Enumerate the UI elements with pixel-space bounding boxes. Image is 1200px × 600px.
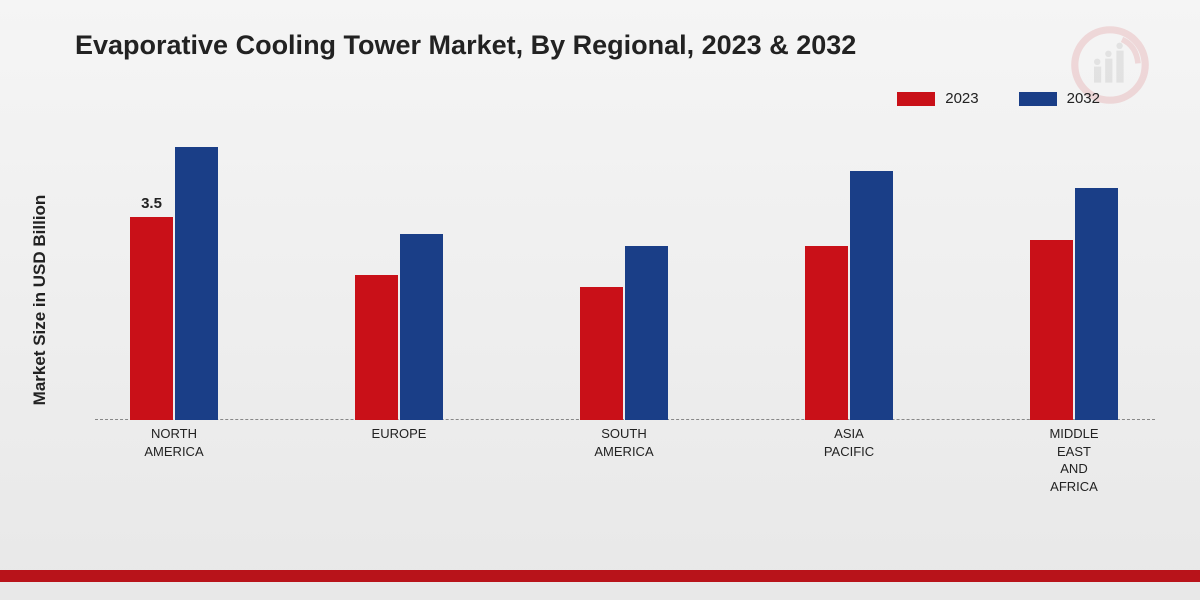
bar-na-2032 — [175, 147, 218, 420]
y-axis-label: Market Size in USD Billion — [30, 195, 50, 406]
x-axis-labels: NORTH AMERICA EUROPE SOUTH AMERICA ASIA PAC… — [95, 425, 1155, 495]
bar-sa-2032 — [625, 246, 668, 420]
bar-group-eu — [355, 234, 443, 420]
bar-group-na: 3.5 — [130, 147, 218, 420]
legend-item-2032: 2032 — [1019, 90, 1100, 107]
bar-na-2023: 3.5 — [130, 217, 173, 420]
bar-group-ap — [805, 171, 893, 420]
legend-swatch-2032 — [1019, 92, 1057, 106]
x-label-me: MIDDLE EAST AND AFRICA — [1049, 425, 1098, 495]
x-label-sa: SOUTH AMERICA — [594, 425, 653, 460]
bar-eu-2032 — [400, 234, 443, 420]
footer-accent-bar — [0, 570, 1200, 582]
bar-group-me — [1030, 188, 1118, 420]
bar-sa-2023 — [580, 287, 623, 420]
bar-value-label: 3.5 — [141, 195, 162, 212]
legend-item-2023: 2023 — [897, 90, 978, 107]
legend-swatch-2023 — [897, 92, 935, 106]
legend-label-2023: 2023 — [945, 90, 978, 107]
bar-me-2032 — [1075, 188, 1118, 420]
x-label-ap: ASIA PACIFIC — [824, 425, 874, 460]
chart-title: Evaporative Cooling Tower Market, By Reg… — [75, 30, 856, 61]
bar-group-sa — [580, 246, 668, 420]
bar-ap-2023 — [805, 246, 848, 420]
bar-ap-2032 — [850, 171, 893, 420]
legend-label-2032: 2032 — [1067, 90, 1100, 107]
x-label-na: NORTH AMERICA — [144, 425, 203, 460]
chart-plot-area: 3.5 — [95, 130, 1155, 420]
bar-me-2023 — [1030, 240, 1073, 420]
bar-eu-2023 — [355, 275, 398, 420]
x-label-eu: EUROPE — [372, 425, 427, 443]
legend: 2023 2032 — [897, 90, 1100, 107]
